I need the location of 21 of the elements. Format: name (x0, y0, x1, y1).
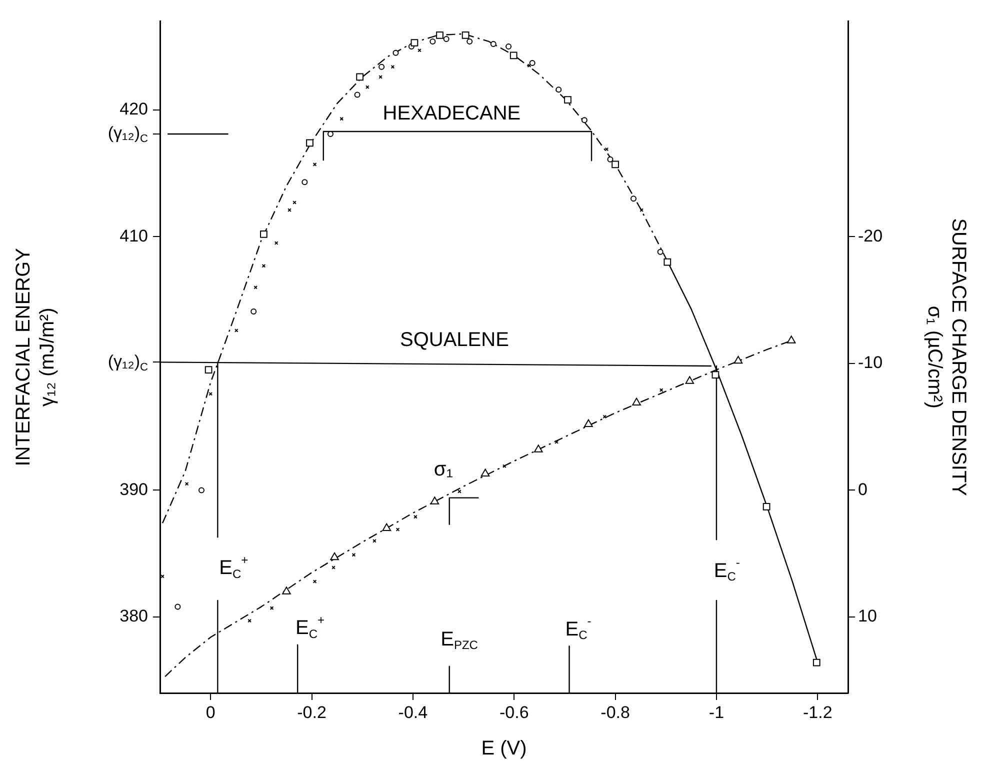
annotation: SQUALENE (400, 328, 509, 351)
y-tick-label: 420 (120, 100, 148, 119)
x-tick-label: -1.2 (803, 702, 832, 722)
x-tick-label: -0.4 (398, 702, 428, 722)
y2-tick-label: -10 (858, 353, 883, 372)
y2-tick-label: -20 (858, 226, 883, 246)
y2-tick-label: 10 (858, 606, 877, 626)
y-axis-title: INTERFACIAL ENERGY γ₁₂ (mJ/m²) (12, 248, 59, 466)
annotation: σ₁ (434, 458, 454, 480)
y-tick-label: 410 (120, 226, 148, 246)
y-tick-label: 380 (120, 606, 148, 626)
x-tick-label: -0.8 (600, 702, 630, 722)
x-tick-label: -1 (708, 702, 724, 722)
x-tick-label: -0.6 (499, 702, 529, 722)
x-axis-title: E (V) (481, 738, 527, 760)
x-tick-label: -0.2 (297, 702, 326, 722)
x-tick-label: 0 (206, 702, 216, 722)
y2-tick-label: 0 (858, 480, 868, 499)
annotation: HEXADECANE (382, 102, 521, 124)
y-tick-label: 390 (120, 480, 148, 499)
y2-axis-title: SURFACE CHARGE DENSITY σ₁ (µC/cm²) (923, 218, 970, 496)
